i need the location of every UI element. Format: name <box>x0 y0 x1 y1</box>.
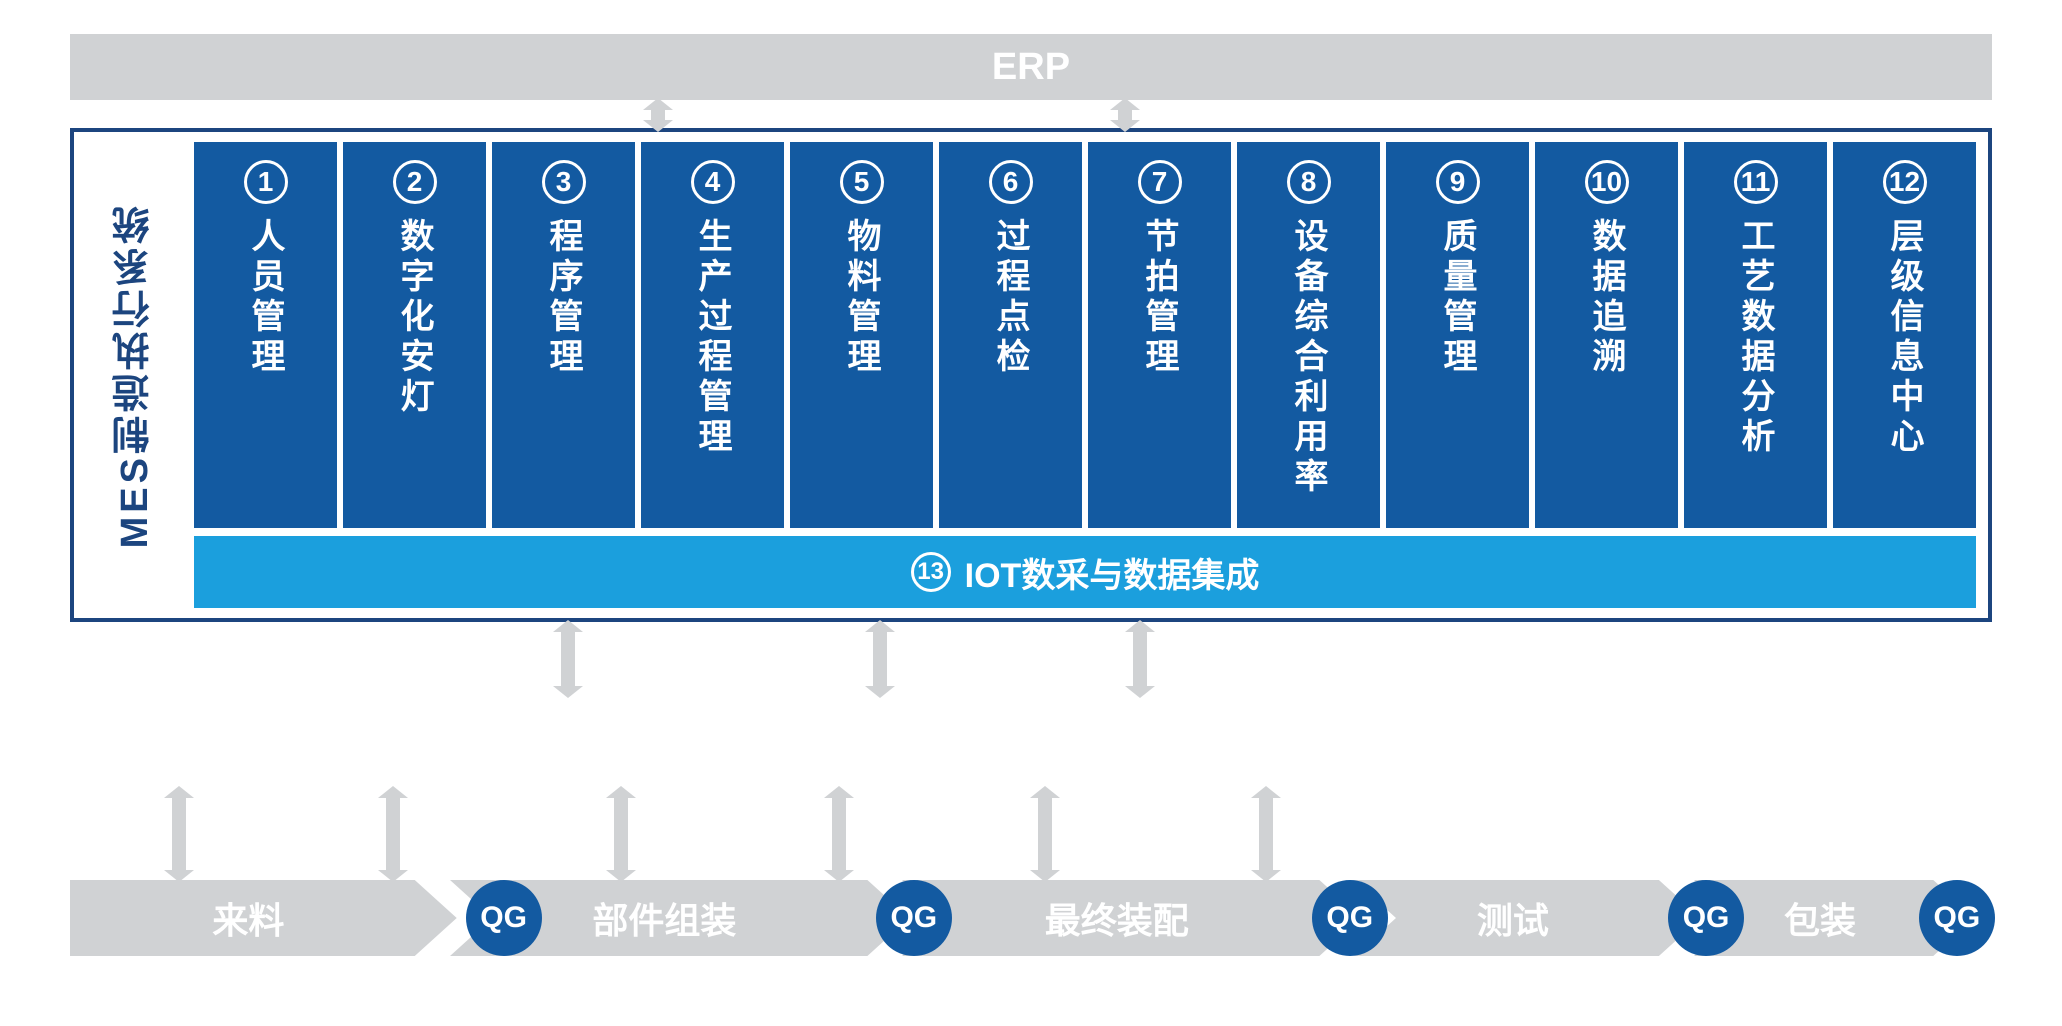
module-4: 4 生产过程管理 <box>641 142 784 528</box>
flow-step-label: 来料 <box>70 892 457 944</box>
double-arrow-icon <box>606 786 636 882</box>
module-number: 12 <box>1883 160 1927 204</box>
flow-step-label: 测试 <box>1354 892 1701 944</box>
qg-badge-1: QG <box>876 880 952 956</box>
flow-step-label: 最终装配 <box>902 892 1361 944</box>
double-arrow-icon <box>1030 786 1060 882</box>
double-arrow-icon <box>378 786 408 882</box>
module-12: 12 层级信息中心 <box>1833 142 1976 528</box>
module-label: 质量管理 <box>1433 218 1482 378</box>
module-number: 5 <box>840 160 884 204</box>
double-arrow-icon <box>643 98 673 132</box>
module-label: 人员管理 <box>241 218 290 378</box>
module-number: 8 <box>1287 160 1331 204</box>
double-arrow-icon <box>1125 620 1155 698</box>
module-label: 过程点检 <box>986 218 1035 378</box>
erp-bar: ERP <box>70 34 1992 100</box>
mes-main: 1 人员管理 2 数字化安灯 3 程序管理 4 生产过程管理 5 物料管理 6 过程点检 7 节拍管理 8 设… <box>194 132 1988 618</box>
module-10: 10 数据追溯 <box>1535 142 1678 528</box>
module-number: 10 <box>1585 160 1629 204</box>
module-label: 节拍管理 <box>1135 218 1184 378</box>
qg-badge-2: QG <box>1312 880 1388 956</box>
module-number: 6 <box>989 160 1033 204</box>
double-arrow-icon <box>553 620 583 698</box>
module-label: 数据追溯 <box>1582 218 1631 378</box>
erp-label: ERP <box>992 46 1070 89</box>
module-label: 工艺数据分析 <box>1731 218 1780 458</box>
module-label: 层级信息中心 <box>1880 218 1929 458</box>
qg-badge-4: QG <box>1919 880 1995 956</box>
double-arrow-icon <box>1251 786 1281 882</box>
module-5: 5 物料管理 <box>790 142 933 528</box>
module-3: 3 程序管理 <box>492 142 635 528</box>
module-9: 9 质量管理 <box>1386 142 1529 528</box>
double-arrow-icon <box>1110 98 1140 132</box>
module-number: 2 <box>393 160 437 204</box>
module-number: 9 <box>1436 160 1480 204</box>
module-row: 1 人员管理 2 数字化安灯 3 程序管理 4 生产过程管理 5 物料管理 6 过程点检 7 节拍管理 8 设… <box>194 142 1976 528</box>
module-label: 数字化安灯 <box>390 218 439 418</box>
module-8: 8 设备综合利用率 <box>1237 142 1380 528</box>
iot-label: IOT数采与数据集成 <box>965 548 1260 597</box>
mes-container: MES制造执行系统 1 人员管理 2 数字化安灯 3 程序管理 4 生产过程管理 5 物料管理 6 过… <box>70 128 1992 622</box>
mes-side: MES制造执行系统 <box>74 132 194 618</box>
module-11: 11 工艺数据分析 <box>1684 142 1827 528</box>
flow-step-3: 测试 <box>1354 880 1701 956</box>
flow-step-2: 最终装配 <box>902 880 1361 956</box>
module-label: 生产过程管理 <box>688 218 737 458</box>
qg-badge-0: QG <box>466 880 542 956</box>
module-number: 4 <box>691 160 735 204</box>
module-number: 1 <box>244 160 288 204</box>
iot-number: 13 <box>911 552 951 592</box>
module-2: 2 数字化安灯 <box>343 142 486 528</box>
flow-step-0: 来料 <box>70 880 457 956</box>
qg-badge-3: QG <box>1668 880 1744 956</box>
module-label: 物料管理 <box>837 218 886 378</box>
module-1: 1 人员管理 <box>194 142 337 528</box>
module-7: 7 节拍管理 <box>1088 142 1231 528</box>
module-6: 6 过程点检 <box>939 142 1082 528</box>
mes-side-label: MES制造执行系统 <box>107 202 162 548</box>
iot-bar: 13 IOT数采与数据集成 <box>194 536 1976 608</box>
module-label: 程序管理 <box>539 218 588 378</box>
double-arrow-icon <box>824 786 854 882</box>
module-label: 设备综合利用率 <box>1284 218 1333 498</box>
double-arrow-icon <box>865 620 895 698</box>
process-flow: 来料部件组装最终装配测试包装QGQGQGQGQG <box>70 880 1992 956</box>
module-number: 11 <box>1734 160 1778 204</box>
double-arrow-icon <box>164 786 194 882</box>
module-number: 7 <box>1138 160 1182 204</box>
module-number: 3 <box>542 160 586 204</box>
